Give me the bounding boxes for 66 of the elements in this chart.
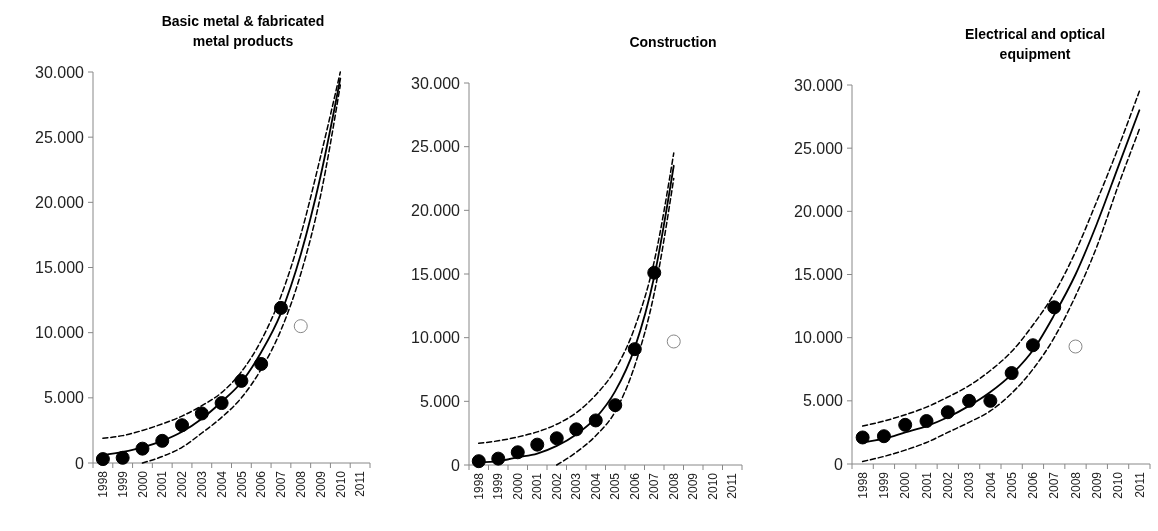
x-tick-label: 2002: [940, 471, 955, 499]
x-tick-label: 2005: [1004, 471, 1019, 499]
x-tick-label: 2005: [608, 472, 623, 500]
x-tick-label: 2009: [1089, 471, 1104, 499]
x-tick-label: 2009: [313, 470, 328, 498]
y-tick-label: 30.000: [35, 63, 85, 81]
y-tick-label: 15.000: [411, 265, 461, 283]
y-tick-label: 15.000: [35, 259, 85, 277]
x-tick-label: 2010: [705, 472, 720, 500]
y-tick-label: 10.000: [411, 329, 461, 347]
x-tick-label: 2005: [234, 470, 249, 498]
x-tick-label: 2010: [1111, 471, 1126, 499]
x-tick-label: 1998: [471, 472, 486, 500]
x-tick-label: 2011: [1132, 471, 1147, 498]
x-tick-label: 2004: [983, 471, 998, 499]
y-tick-label: 0: [834, 455, 844, 473]
x-tick-label: 1999: [115, 470, 130, 498]
x-tick-label: 2006: [1026, 471, 1041, 499]
x-tick-label: 2007: [1047, 471, 1062, 499]
x-tick-label: 1998: [96, 470, 111, 498]
y-tick-label: 20.000: [35, 193, 85, 211]
x-tick-label: 1999: [877, 471, 892, 499]
y-tick-label: 5.000: [802, 392, 844, 410]
y-tick-label: 0: [75, 454, 85, 472]
x-tick-label: 2000: [898, 471, 913, 499]
x-tick-label: 2000: [510, 472, 525, 500]
y-tick-label: 10.000: [794, 329, 844, 347]
x-tick-label: 2009: [686, 472, 701, 500]
x-tick-label: 2006: [627, 472, 642, 500]
x-tick-label: 2004: [588, 472, 603, 500]
x-tick-label: 2011: [353, 470, 368, 497]
x-tick-label: 2008: [293, 470, 308, 498]
x-tick-label: 2007: [274, 470, 289, 498]
y-tick-label: 15.000: [794, 266, 844, 284]
x-tick-label: 2008: [666, 472, 681, 500]
x-tick-label: 2007: [647, 472, 662, 500]
x-tick-label: 1999: [491, 472, 506, 500]
chart-title: Electrical and optical equipment: [964, 26, 1106, 62]
y-tick-label: 5.000: [419, 392, 461, 410]
x-tick-label: 2000: [135, 470, 150, 498]
y-tick-label: 0: [451, 456, 461, 474]
x-tick-label: 2004: [214, 470, 229, 498]
y-tick-label: 20.000: [411, 201, 461, 219]
x-tick-label: 2006: [254, 470, 269, 498]
y-tick-label: 30.000: [411, 74, 461, 92]
x-tick-label: 1998: [855, 471, 870, 499]
x-tick-label: 2008: [1068, 471, 1083, 499]
y-tick-label: 25.000: [794, 139, 844, 157]
y-tick-label: 5.000: [43, 389, 85, 407]
x-tick-label: 2002: [175, 470, 190, 498]
chart-title: Basic metal & fabricated metal products: [161, 13, 325, 49]
x-tick-label: 2003: [569, 472, 584, 500]
y-tick-label: 10.000: [35, 324, 85, 342]
y-tick-label: 30.000: [794, 76, 844, 94]
y-tick-label: 25.000: [35, 128, 85, 146]
x-tick-label: 2001: [155, 470, 170, 498]
x-tick-label: 2002: [549, 472, 564, 500]
x-tick-label: 2001: [919, 471, 934, 499]
x-tick-label: 2001: [530, 472, 545, 500]
y-tick-label: 20.000: [794, 202, 844, 220]
x-tick-label: 2010: [333, 470, 348, 498]
x-tick-label: 2003: [962, 471, 977, 499]
x-tick-label: 2011: [725, 472, 740, 499]
chart-title: Construction: [629, 34, 717, 50]
x-tick-label: 2003: [195, 470, 210, 498]
y-tick-label: 25.000: [411, 138, 461, 156]
